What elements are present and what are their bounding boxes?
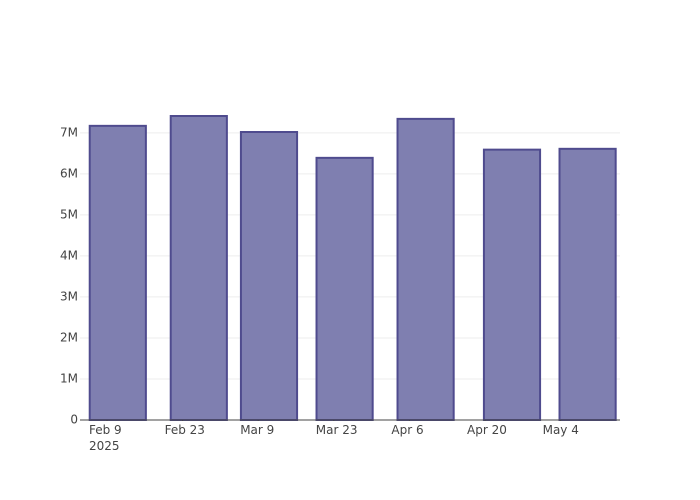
bar [558,147,617,421]
y-tick-label: 0 [70,413,78,427]
y-tick-label: 7M [60,125,78,139]
bar [169,115,228,421]
y-tick-label: 4M [60,248,78,262]
x-tick-label: Feb 23 [164,423,205,437]
bar [482,148,542,421]
x-tick-label: Apr 6 [391,423,424,437]
bar [396,117,455,421]
x-tick-label: Apr 20 [467,423,507,437]
x-tick-label: May 4 [542,423,579,437]
y-tick-label: 1M [60,371,78,385]
y-tick-label: 6M [60,166,78,180]
bar [315,156,374,421]
y-tick-label: 5M [60,207,78,221]
y-tick-label: 2M [60,330,78,344]
y-tick-label: 3M [60,289,78,303]
bar [239,131,299,421]
bar [88,124,147,421]
x-tick-label: Feb 9 2025 [89,423,122,453]
x-tick-label: Mar 23 [315,423,358,437]
x-tick-label: Mar 9 [240,423,275,437]
